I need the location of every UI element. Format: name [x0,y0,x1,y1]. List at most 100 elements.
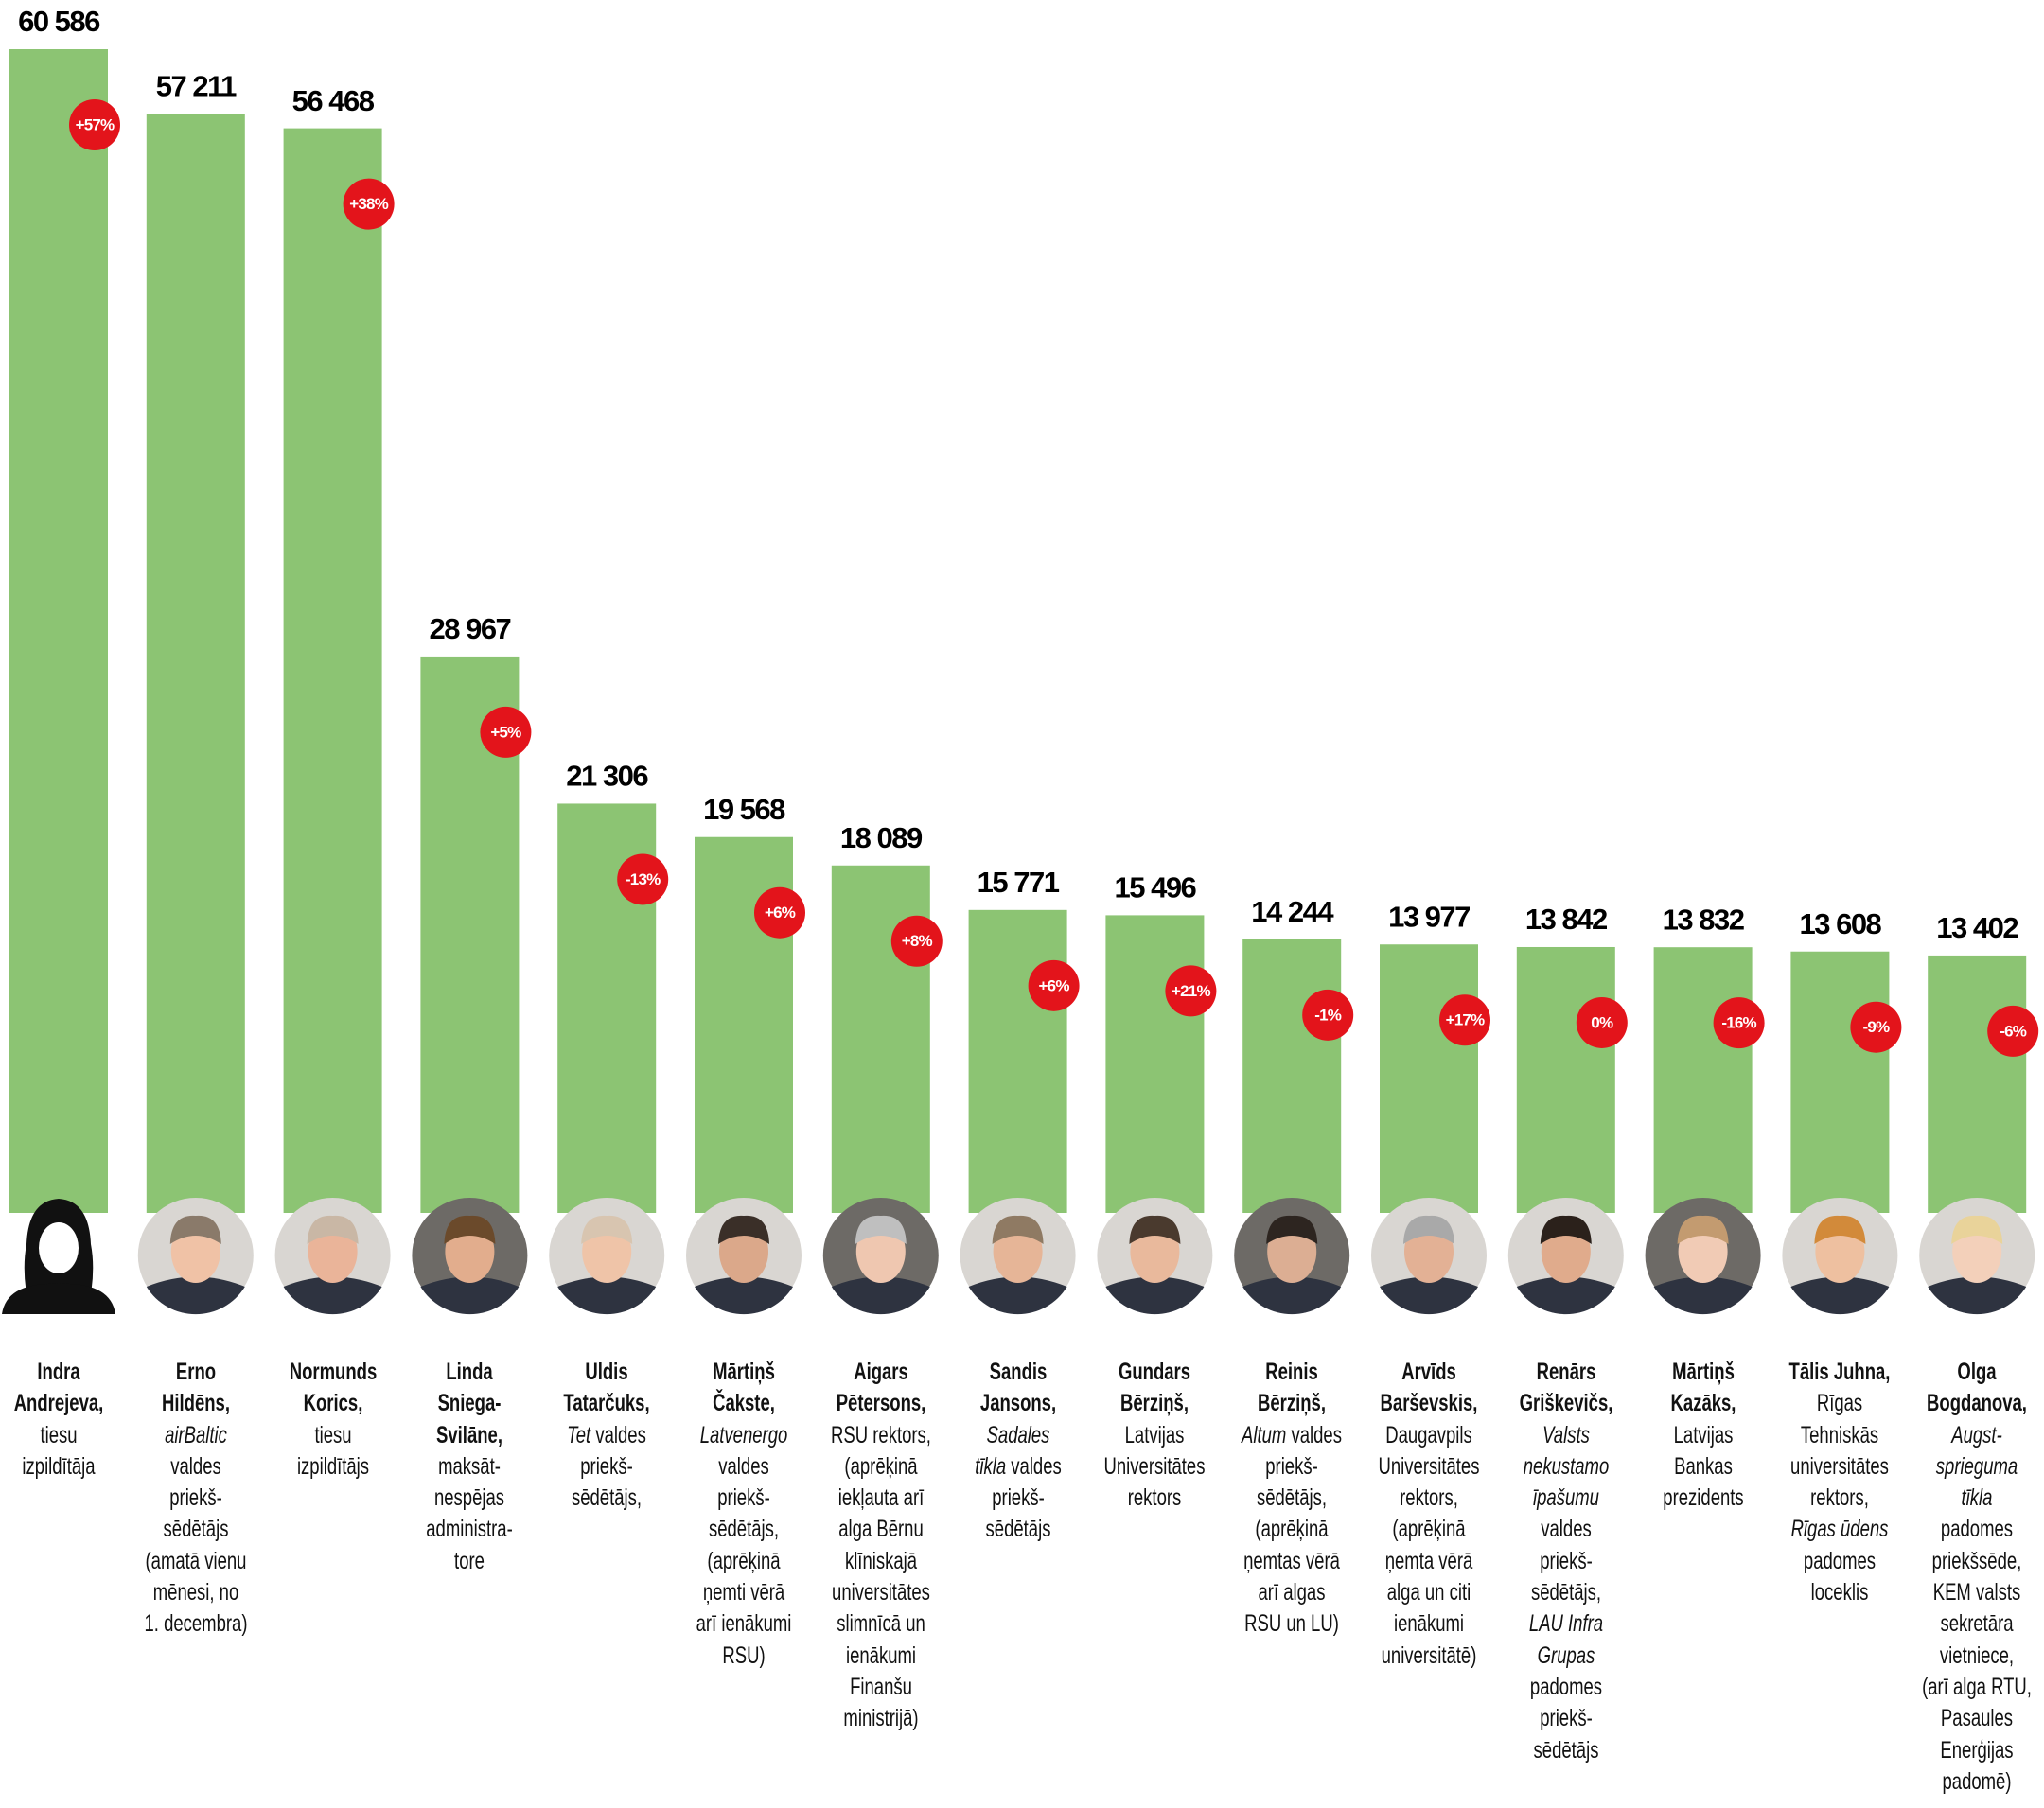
photo-hair [1951,1215,2003,1244]
person-label: Indra Andrejeva, tiesu izpildītāja [0,1357,128,1483]
photo-body [1790,1276,1890,1315]
value-label: 13 402 [1936,911,2018,944]
photo-body [968,1276,1067,1315]
change-label: -1% [1314,1006,1342,1024]
description-text: valdes priekš- sēdētājs, [1530,1516,1601,1606]
photo-body [1516,1276,1615,1315]
description-text: padomes priekš- sēdētājs [1529,1673,1602,1764]
change-badge [890,915,943,967]
description-text: Augst- sprieguma tīkla [1935,1421,2018,1512]
photo-body [420,1276,520,1315]
person-description: maksāt- nespējas administra- tore [401,1451,538,1577]
person-label: Arvīds Barševskis, Daugavpils Universitāt… [1360,1357,1497,1672]
description-text: Rīgas Tehniskās universitātes rektors, [1790,1390,1890,1512]
change-label: +5% [490,723,521,741]
description-text: valdes priekš- sēdētājs, (aprēķinā ņemti… [696,1452,792,1669]
photo-hair [169,1215,221,1244]
photo-hair [1403,1215,1454,1244]
description-text: Daugavpils Universitātes rektors, (aprēķ… [1378,1421,1480,1669]
change-badge [1302,989,1354,1041]
person-name: Gundars Bērziņš, [1119,1359,1191,1417]
person-description: Rīgas Tehniskās universitātes rektors, R… [1771,1388,1909,1608]
shoulders [2,1283,115,1314]
photo-body [695,1276,793,1315]
photo-hair [1266,1215,1318,1244]
value-label: 13 977 [1388,900,1470,933]
photo-hair [1677,1215,1729,1244]
person-name: Normunds Korics, [289,1359,377,1417]
photo-hair [307,1215,359,1244]
description-text: tiesu izpildītāja [22,1421,96,1480]
value-label: 13 832 [1663,903,1744,936]
description-text: padomes priekšsēde, KEM valsts sekretāra… [1922,1516,2033,1795]
photo-hair [581,1215,633,1244]
bar [1105,915,1205,1213]
photo-hair [1129,1215,1181,1244]
person-label: Linda Sniega- Svilāne, maksāt- nespējas a… [401,1357,538,1577]
change-badge [1028,959,1080,1011]
person-name: Indra Andrejeva, [13,1359,104,1417]
change-badge [1713,997,1765,1049]
change-badge [480,706,532,758]
value-label: 13 842 [1525,903,1607,936]
portrait [1371,1198,1487,1315]
change-label: +8% [902,932,933,950]
portrait [686,1198,802,1315]
value-label: 14 244 [1251,895,1334,928]
person-label: Normunds Korics, tiesu izpildītājs [264,1357,401,1483]
person-label: Uldis Tatarčuks, Tet valdes priekš- sēdēt… [538,1357,676,1514]
portrait [274,1198,391,1315]
portrait [960,1198,1076,1315]
change-label: +57% [76,115,115,133]
person-description: Latvenergo valdes priekš- sēdētājs, (apr… [675,1420,812,1672]
description-text: valdes priekš- sēdētājs, (aprēķinā ņemta… [1243,1421,1343,1638]
change-label: -13% [626,870,661,888]
person-description: tiesu izpildītājs [264,1420,401,1483]
face [39,1222,79,1273]
value-label: 57 211 [156,70,237,103]
person-label: Reinis Bērziņš, Altum valdes priekš- sēdē… [1224,1357,1361,1641]
change-badge [1576,996,1628,1048]
person-label: Olga Bogdanova, Augst- sprieguma tīkla pa… [1909,1357,2044,1798]
photo-body [1380,1276,1478,1315]
photo-body [146,1276,245,1315]
change-badge [343,178,395,230]
photo-body [283,1276,382,1315]
person-name: Renārs Griškevičs, [1519,1359,1613,1417]
photo-body [1928,1276,2027,1315]
change-label: +6% [1039,976,1070,994]
value-label: 21 306 [566,760,648,793]
description-text: airBaltic [164,1421,227,1448]
description-text: Latvijas Bankas prezidents [1662,1421,1744,1512]
bar [1790,951,1890,1213]
bar [283,128,382,1213]
photo-body [1653,1276,1753,1315]
photo-body [557,1276,657,1315]
change-label: -6% [2000,1022,2027,1040]
person-name: Erno Hildēns, [161,1359,230,1417]
description-text: Valsts nekustamo īpašumu [1523,1421,1610,1512]
description-text: Sadales tīkla [974,1421,1050,1480]
person-name: Mārtiņš Kazāks, [1670,1359,1736,1417]
portrait [1919,1198,2035,1315]
bar [1380,944,1478,1213]
portrait [137,1198,254,1315]
person-label: Tālis Juhna, Rīgas Tehniskās universitāte… [1771,1357,1909,1608]
person-label: Sandis Jansons, Sadales tīkla valdes prie… [949,1357,1086,1546]
person-description: Sadales tīkla valdes priekš- sēdētājs [949,1420,1086,1546]
person-name: Arvīds Barševskis, [1380,1359,1478,1417]
description-text: Latvenergo [699,1421,788,1448]
person-name: Mārtiņš Čakste, [713,1359,775,1417]
photo-body [1242,1276,1342,1315]
description-text: padomes loceklis [1804,1547,1877,1606]
value-label: 15 771 [978,866,1060,899]
description-text: valdes priekš- sēdētājs [985,1452,1062,1543]
portrait [2,1199,115,1314]
person-description: Valsts nekustamo īpašumu valdes priekš- … [1497,1420,1634,1766]
photo-body [1105,1276,1205,1315]
portrait [822,1198,939,1315]
photo-hair [1814,1215,1866,1244]
change-badge [69,99,120,150]
person-name: Olga Bogdanova, [1927,1359,2028,1417]
